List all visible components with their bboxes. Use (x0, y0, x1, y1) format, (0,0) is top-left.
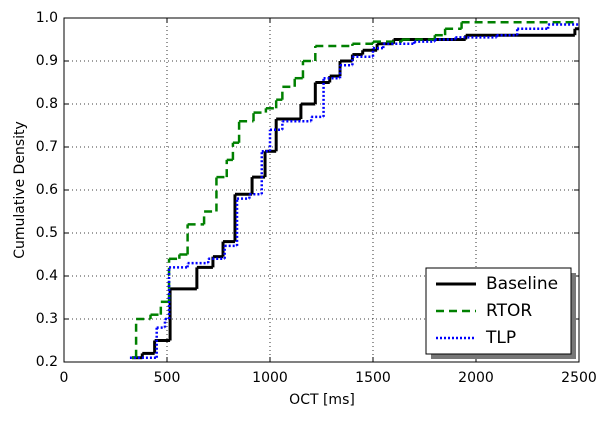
legend-label: Baseline (486, 274, 558, 294)
y-tick-label: 0.5 (36, 225, 58, 241)
y-tick-label: 0.2 (36, 354, 58, 370)
x-axis-label: OCT [ms] (289, 392, 355, 408)
y-tick-label: 0.4 (36, 268, 58, 284)
x-tick-label: 0 (60, 370, 69, 386)
series-line (129, 23, 579, 359)
x-tick-label: 1500 (355, 370, 391, 386)
legend-label: TLP (485, 328, 516, 348)
y-tick-label: 0.6 (36, 182, 58, 198)
y-tick-label: 0.3 (36, 311, 58, 327)
x-tick-label: 2000 (458, 370, 494, 386)
y-axis-label: Cumulative Density (12, 121, 28, 259)
y-tick-label: 0.7 (36, 139, 58, 155)
legend-label: RTOR (486, 301, 532, 321)
x-tick-label: 2500 (561, 370, 597, 386)
x-tick-label: 500 (154, 370, 181, 386)
y-tick-label: 1.0 (36, 10, 58, 26)
plot-frame (63, 17, 580, 363)
y-tick-label: 0.9 (36, 53, 58, 69)
x-tick-label: 1000 (252, 370, 288, 386)
y-tick-label: 0.8 (36, 96, 58, 112)
